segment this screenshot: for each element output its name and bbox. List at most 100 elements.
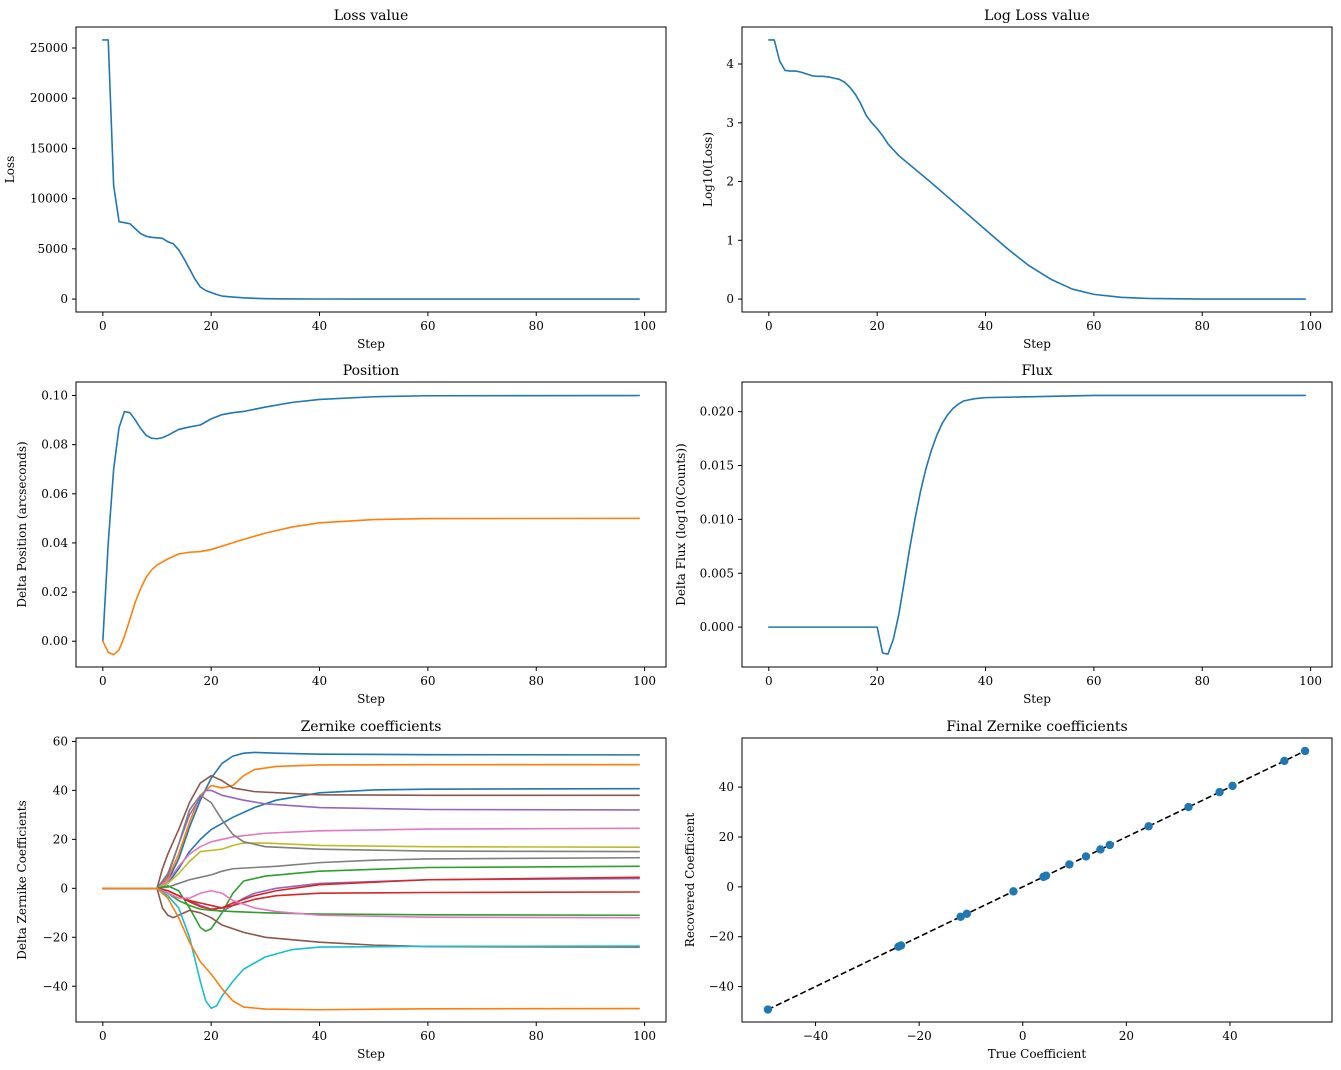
y-tick-label: 0 bbox=[60, 881, 68, 895]
x-tick-label: 20 bbox=[1119, 1029, 1134, 1043]
x-tick-label: 60 bbox=[1086, 319, 1101, 333]
y-tick-label: 0.000 bbox=[700, 620, 734, 634]
x-tick-label: 40 bbox=[312, 319, 327, 333]
chart-title: Final Zernike coefficients bbox=[946, 719, 1127, 735]
x-tick-label: 20 bbox=[870, 319, 885, 333]
chart-position: Position Step Delta Position (arcseconds) 0… bbox=[15, 363, 667, 706]
y-axis-label: Delta Zernike Coefficients bbox=[15, 800, 29, 960]
axes-frame bbox=[741, 26, 1333, 313]
y-tick-label: 1 bbox=[726, 233, 734, 247]
scatter-point bbox=[1081, 852, 1091, 861]
x-tick-label: 0 bbox=[765, 319, 773, 333]
chart-zernike: Zernike coefficients Step Delta Zernike Co… bbox=[15, 719, 667, 1061]
scatter-point bbox=[1009, 887, 1018, 896]
y-tick-label: 60 bbox=[53, 734, 68, 748]
y-tick-label: 4 bbox=[726, 57, 734, 71]
y-tick-label: 0.04 bbox=[41, 536, 68, 550]
series-line-0 bbox=[768, 39, 1306, 300]
x-tick-label: 20 bbox=[204, 674, 219, 688]
x-tick-label: 60 bbox=[1086, 674, 1101, 688]
x-tick-label: 0 bbox=[1019, 1029, 1027, 1043]
chart-title: Loss value bbox=[334, 8, 409, 24]
series-line-1 bbox=[102, 763, 640, 890]
y-axis-label: Loss bbox=[3, 156, 17, 184]
scatter-point bbox=[1041, 871, 1051, 880]
scatter-point bbox=[763, 1005, 773, 1014]
series-line-5 bbox=[102, 827, 640, 890]
x-tick-label: 100 bbox=[633, 319, 656, 333]
chart-final: Final Zernike coefficients True Coefficie… bbox=[683, 719, 1333, 1061]
y-tick-label: 5000 bbox=[37, 242, 68, 256]
scatter-point bbox=[1300, 746, 1310, 756]
chart-title: Position bbox=[343, 363, 400, 379]
x-tick-label: 40 bbox=[978, 674, 993, 688]
axes-frame bbox=[741, 737, 1333, 1023]
y-tick-label: 0.005 bbox=[700, 566, 734, 580]
series-line-16 bbox=[102, 887, 640, 1010]
x-tick-label: 40 bbox=[312, 1029, 327, 1043]
y-tick-label: 0.06 bbox=[41, 487, 68, 501]
y-tick-label: 0.10 bbox=[41, 389, 68, 403]
y-tick-label: −20 bbox=[43, 930, 68, 944]
x-axis-label: Step bbox=[357, 1047, 385, 1061]
y-tick-label: 10000 bbox=[30, 192, 68, 206]
reference-line bbox=[767, 750, 1306, 1011]
y-tick-label: −20 bbox=[709, 930, 734, 944]
x-tick-label: 0 bbox=[765, 674, 773, 688]
y-tick-label: 40 bbox=[53, 783, 68, 797]
chart-title: Zernike coefficients bbox=[301, 719, 442, 735]
x-tick-label: 80 bbox=[529, 319, 544, 333]
x-axis-label: Step bbox=[1023, 337, 1051, 351]
scatter-point bbox=[896, 941, 906, 950]
scatter-point bbox=[1228, 781, 1237, 791]
series-line-0 bbox=[102, 39, 640, 300]
series-line-9 bbox=[102, 865, 640, 932]
scatter-point bbox=[1105, 840, 1114, 850]
chart-title: Flux bbox=[1021, 363, 1052, 379]
x-tick-label: 100 bbox=[633, 1029, 656, 1043]
y-tick-label: 0.02 bbox=[41, 585, 68, 599]
scatter-point bbox=[1065, 860, 1074, 869]
x-tick-label: 0 bbox=[99, 674, 107, 688]
x-tick-label: 40 bbox=[978, 319, 993, 333]
series-line-7 bbox=[102, 794, 640, 890]
y-tick-label: 0 bbox=[726, 292, 734, 306]
x-tick-label: 20 bbox=[870, 674, 885, 688]
y-tick-label: 25000 bbox=[30, 41, 68, 55]
x-tick-label: 0 bbox=[99, 319, 107, 333]
x-tick-label: −40 bbox=[803, 1029, 828, 1043]
y-tick-label: 20 bbox=[719, 830, 734, 844]
y-tick-label: 0.010 bbox=[700, 512, 734, 526]
y-axis-label: Delta Position (arcseconds) bbox=[15, 441, 29, 607]
x-tick-label: 60 bbox=[420, 319, 435, 333]
x-tick-label: 100 bbox=[1299, 674, 1322, 688]
axes-frame bbox=[75, 381, 667, 668]
x-axis-label: Step bbox=[357, 337, 385, 351]
series-line-12 bbox=[102, 887, 640, 909]
x-tick-label: 20 bbox=[204, 1029, 219, 1043]
scatter-point bbox=[1096, 845, 1105, 854]
chart-loss: Loss value Step Loss 0 20 40 60 80 100 0 5000 10000… bbox=[3, 8, 667, 351]
y-tick-label: 20000 bbox=[30, 91, 68, 105]
y-tick-label: 15000 bbox=[30, 141, 68, 155]
x-tick-label: 40 bbox=[1222, 1029, 1237, 1043]
series-line-14 bbox=[102, 887, 640, 919]
x-tick-label: 60 bbox=[420, 1029, 435, 1043]
series-line-15 bbox=[102, 887, 640, 948]
scatter-point bbox=[1280, 756, 1289, 766]
y-tick-label: 0.08 bbox=[41, 438, 68, 452]
x-tick-label: −20 bbox=[906, 1029, 931, 1043]
x-tick-label: 40 bbox=[312, 674, 327, 688]
y-tick-label: −40 bbox=[709, 980, 734, 994]
y-axis-label: Recovered Coefficient bbox=[683, 813, 697, 948]
y-tick-label: 2 bbox=[726, 175, 734, 189]
x-tick-label: 80 bbox=[1195, 319, 1210, 333]
y-tick-label: 0 bbox=[60, 292, 68, 306]
series-line-6 bbox=[102, 842, 640, 890]
series-line-17 bbox=[102, 887, 640, 1011]
series-line-0 bbox=[768, 394, 1306, 655]
y-tick-label: 0.020 bbox=[700, 405, 734, 419]
